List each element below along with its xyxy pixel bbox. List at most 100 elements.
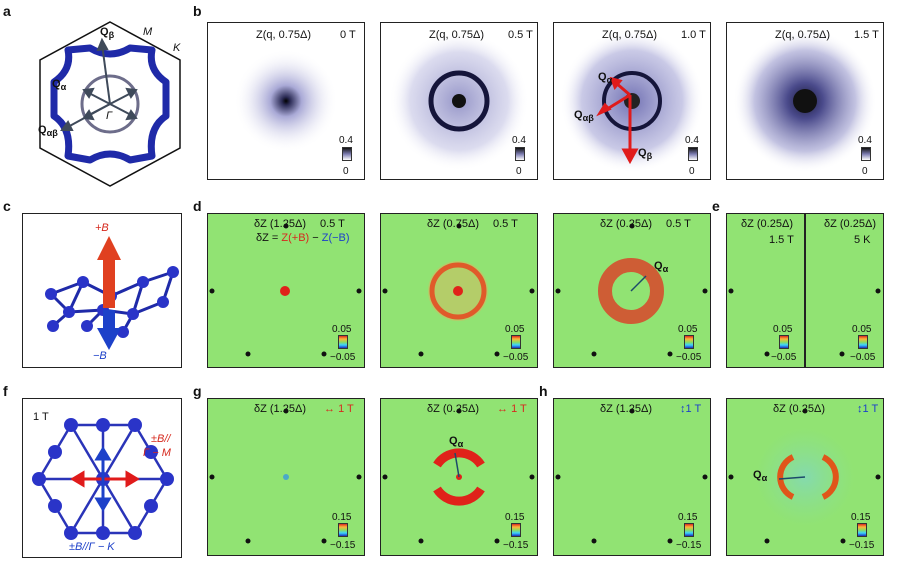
q-beta-label: Qβ [638, 147, 653, 162]
double-arrow-horizontal-icon: ↔ [324, 403, 335, 415]
bragg-peaks [728, 288, 770, 357]
map-title: δZ (0.25Δ) [741, 218, 793, 230]
minus-b-arrow-shaft [103, 310, 115, 330]
response-arc-top [433, 448, 485, 468]
field-direction-label: ↔ 1 T [497, 403, 527, 415]
panel-label-g: g [193, 383, 202, 399]
k-point-label: K [173, 42, 181, 54]
panel-f-lattice: 1 T ±B// Γ − M ±B//Γ − K [22, 398, 182, 558]
map-title: δZ (1.25Δ) [254, 403, 306, 415]
brillouin-zone-drawing [39, 21, 181, 187]
q-alpha-vector [630, 275, 647, 292]
colorbar [688, 147, 698, 161]
colorbar-min: −0.05 [330, 352, 356, 363]
panel-h-map-1.25: δZ (1.25Δ) ↕1 T 0.15 −0.15 [553, 398, 711, 556]
field-parallel-gk-label: ±B//Γ − K [69, 541, 115, 553]
q-beta-label: Qβ [100, 26, 115, 41]
zone-boundary-hexagon [39, 21, 181, 187]
colorbar [511, 335, 521, 349]
field-label: 0.5 T [666, 218, 691, 230]
colorbar-min: 0 [516, 166, 522, 177]
colorbar-max: 0.05 [505, 324, 525, 335]
q-alpha-label: Qα [52, 78, 67, 93]
field-label: 1.5 T [769, 234, 794, 246]
colorbar [338, 335, 348, 349]
intensity-center [793, 89, 817, 113]
colorbar-min: −0.15 [330, 540, 356, 551]
colorbar-max: 0.15 [505, 512, 525, 523]
field-direction-label: ↕1 T [857, 403, 879, 415]
panel-d-map-1.25: δZ (1.25Δ) 0.5 T δZ = Z(+B) − Z(−B) 0.05… [207, 213, 365, 368]
field-label: 0.5 T [320, 218, 345, 230]
perpendicular-field-arrow [94, 446, 112, 512]
intensity-center [234, 49, 338, 153]
colorbar-max: 0.4 [685, 135, 699, 146]
gamma-pocket-circle [80, 74, 140, 134]
panel-a-brillouin-zone: Qβ Qα Qαβ Γ M K [30, 20, 190, 188]
lattice-atoms [32, 418, 174, 540]
map-title: δZ (0.25Δ) [773, 403, 825, 415]
colorbar-max: 0.05 [852, 324, 872, 335]
colorbar [684, 523, 694, 537]
double-arrow-vertical-icon: ↕ [680, 403, 686, 415]
parallel-field-arrow [70, 470, 140, 488]
map-title: δZ (0.25Δ) [824, 218, 876, 230]
gamma-point-label: Γ [106, 110, 113, 122]
colorbar [515, 147, 525, 161]
panel-label-f: f [3, 383, 8, 399]
panel-d-map-0.75: δZ (0.75Δ) 0.5 T 0.05 −0.05 [380, 213, 538, 368]
colorbar-max: 0.4 [858, 135, 872, 146]
field-label: 1 T [33, 411, 49, 423]
response-arc-left [777, 454, 795, 500]
panel-b-map-1.0T: Z(q, 0.75Δ) 1.0 T Qα Qαβ Qβ 0.4 0 [553, 22, 711, 180]
double-arrow-horizontal-icon: ↔ [497, 403, 508, 415]
q-alphabeta-label: Qαβ [574, 109, 594, 124]
colorbar-min: −0.15 [849, 540, 875, 551]
center-peak [280, 286, 290, 296]
colorbar [861, 147, 871, 161]
colorbar-max: 0.4 [512, 135, 526, 146]
field-label: 0 T [340, 29, 356, 41]
panel-label-d: d [193, 198, 202, 214]
fermi-surface-outline [50, 44, 170, 164]
q-alpha-vector [454, 452, 460, 478]
colorbar-min: −0.05 [771, 352, 797, 363]
panel-e-map-5K: δZ (0.25Δ) 5 K 0.05 −0.05 [805, 213, 884, 368]
colorbar [857, 523, 867, 537]
q-alphabeta-label: Qαβ [38, 124, 58, 139]
field-parallel-gm-label-2: Γ − M [143, 447, 171, 459]
colorbar-max: 0.05 [678, 324, 698, 335]
map-title: Z(q, 0.75Δ) [602, 29, 658, 41]
panel-g-map-0.25: δZ (0.25Δ) ↔ 1 T Qα 0.15 −0.15 [380, 398, 538, 556]
colorbar-min: 0 [862, 166, 868, 177]
field-label: 0.5 T [493, 218, 518, 230]
q-vector-arrows [60, 37, 138, 131]
difference-formula: δZ = Z(+B) − Z(−B) [256, 232, 350, 244]
colorbar-min: 0 [343, 166, 349, 177]
field-direction-label: ↕1 T [680, 403, 702, 415]
map-title: δZ (0.25Δ) [427, 403, 479, 415]
response-ring [429, 262, 487, 320]
map-title: δZ (1.25Δ) [600, 403, 652, 415]
colorbar-min: −0.15 [503, 540, 529, 551]
intensity-center [624, 93, 640, 109]
colorbar [779, 335, 789, 349]
minus-b-label: −B [93, 350, 107, 362]
q-alpha-label: Qα [598, 71, 613, 86]
bragg-peaks [839, 288, 881, 357]
lattice-drawing [45, 236, 179, 350]
m-point-label: M [143, 26, 153, 38]
colorbar-min: −0.05 [503, 352, 529, 363]
panel-label-h: h [539, 383, 548, 399]
colorbar [338, 523, 348, 537]
bragg-peaks [555, 223, 708, 357]
panel-label-e: e [712, 198, 720, 214]
map-title: Z(q, 0.75Δ) [256, 29, 312, 41]
colorbar-max: 0.15 [332, 512, 352, 523]
panel-label-c: c [3, 198, 11, 214]
colorbar-max: 0.05 [332, 324, 352, 335]
panel-b-map-0T: Z(q, 0.75Δ) 0 T 0.4 0 [207, 22, 365, 180]
map-title: δZ (1.25Δ) [254, 218, 306, 230]
panel-b-map-1.5T: Z(q, 0.75Δ) 1.5 T 0.4 0 [726, 22, 884, 180]
field-label: 1.5 T [854, 29, 879, 41]
